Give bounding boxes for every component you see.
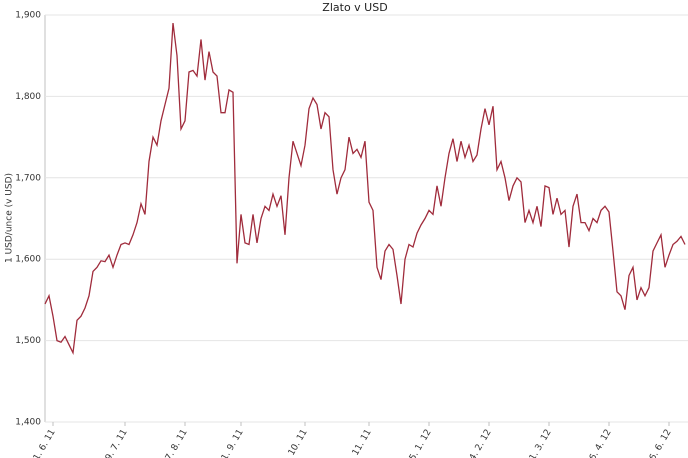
y-tick-label: 1,400: [15, 418, 41, 428]
x-tick-label: 30. 11. 11: [342, 428, 374, 458]
x-tick-label: 21. 3. 12: [525, 428, 554, 458]
x-tick-label: 6. 6. 12: [648, 428, 674, 458]
x-tick-label: 26. 4. 12: [585, 428, 614, 458]
x-tick-label: 5. 1. 12: [408, 428, 434, 458]
x-tick-label: 26. 10. 11: [278, 428, 310, 458]
x-tick-label: 14. 2. 12: [465, 428, 494, 458]
y-tick-label: 1,700: [15, 173, 41, 183]
y-tick-label: 1,800: [15, 92, 41, 102]
price-line: [44, 23, 686, 356]
x-tick-label: 21. 9. 11: [217, 428, 246, 458]
y-tick-label: 1,900: [15, 11, 41, 21]
chart-title: Zlato v USD: [322, 1, 387, 14]
y-axis-title: 1 USD/unce (v USD): [5, 173, 15, 263]
x-tick-label: 17. 8. 11: [161, 428, 190, 458]
y-tick-label: 1,500: [15, 336, 41, 346]
x-tick-label: 19. 7. 11: [101, 428, 130, 458]
x-tick-label: 21. 6. 11: [29, 428, 58, 458]
y-tick-label: 1,600: [15, 255, 41, 265]
